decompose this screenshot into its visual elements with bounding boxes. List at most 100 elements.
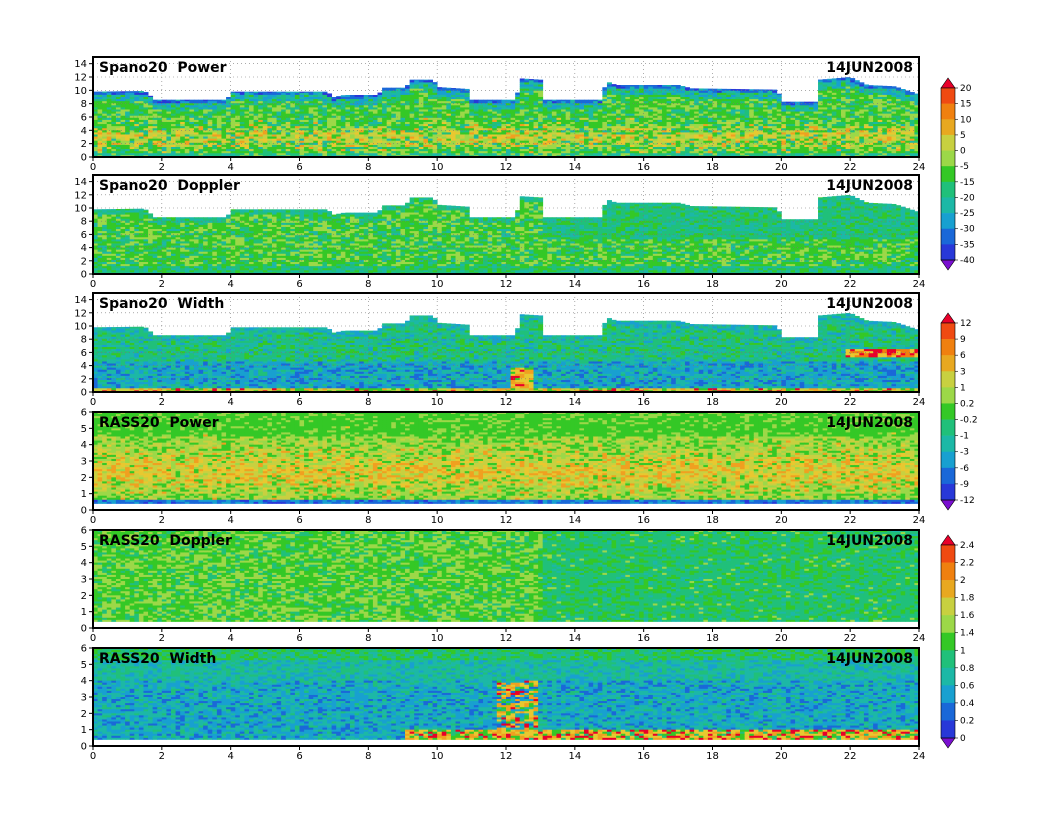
colorbar-label: 2.2 — [960, 559, 974, 569]
y-tick-label: 6 — [81, 348, 87, 359]
colorbar-label: -6 — [960, 464, 969, 474]
colorbar-swatch — [941, 119, 955, 136]
heatmap-cells — [93, 412, 919, 504]
y-tick-label: 2 — [81, 374, 87, 385]
heatmap-cells — [93, 195, 919, 274]
colorbar-swatch — [941, 562, 955, 581]
x-tick-label: 18 — [706, 751, 719, 762]
x-tick-label: 4 — [227, 751, 233, 762]
colorbar-label: 15 — [960, 100, 971, 110]
x-tick-label: 0 — [90, 515, 96, 526]
heatmap-cells — [93, 77, 919, 157]
x-tick-label: 22 — [844, 515, 857, 526]
y-tick-label: 4 — [81, 243, 87, 254]
heatmap-cells — [93, 648, 919, 740]
y-tick-label: 0 — [81, 388, 87, 399]
x-tick-label: 6 — [296, 751, 302, 762]
colorbar-label: 0 — [960, 734, 966, 744]
y-tick-label: 0 — [81, 506, 87, 517]
x-tick-label: 12 — [500, 751, 513, 762]
y-tick-label: 4 — [81, 126, 87, 137]
x-tick-label: 4 — [227, 279, 233, 290]
colorbar-label: -15 — [960, 178, 975, 188]
colorbar-label: 1.6 — [960, 611, 975, 621]
x-tick-label: 6 — [296, 633, 302, 644]
colorbar-label: 2.4 — [960, 541, 975, 551]
colorbar-swatch — [941, 403, 955, 420]
x-tick-label: 16 — [637, 162, 650, 173]
x-tick-label: 0 — [90, 279, 96, 290]
heatmap-cells — [93, 530, 919, 622]
x-tick-label: 16 — [637, 279, 650, 290]
x-tick-label: 14 — [568, 515, 581, 526]
y-tick-label: 6 — [81, 526, 87, 537]
colorbar-label: 2 — [960, 576, 966, 586]
x-tick-label: 14 — [568, 751, 581, 762]
x-tick-label: 6 — [296, 162, 302, 173]
y-tick-label: 12 — [74, 190, 87, 201]
x-tick-label: 10 — [431, 162, 444, 173]
colorbar-swatch — [941, 244, 955, 261]
x-tick-label: 6 — [296, 279, 302, 290]
x-tick-label: 12 — [500, 162, 513, 173]
colorbar-label: 0.8 — [960, 664, 975, 674]
x-tick-label: 18 — [706, 397, 719, 408]
colorbar-label: 0.4 — [960, 699, 975, 709]
y-tick-label: 8 — [81, 335, 87, 346]
x-tick-label: 20 — [775, 397, 788, 408]
colorbar-frame — [940, 544, 956, 739]
colorbar-label: -1 — [960, 432, 969, 442]
x-tick-label: 22 — [844, 397, 857, 408]
colorbar-top-arrow — [940, 312, 956, 324]
colorbar-swatch — [941, 166, 955, 183]
x-tick-label: 14 — [568, 633, 581, 644]
colorbar-bottom-arrow — [940, 499, 956, 511]
colorbar-swatch — [941, 632, 955, 651]
panel-title: Spano20 Power — [99, 60, 227, 76]
colorbar-label: 1.8 — [960, 594, 975, 604]
colorbar-swatch — [941, 702, 955, 721]
y-tick-label: 14 — [74, 295, 87, 306]
x-tick-label: 24 — [913, 397, 926, 408]
colorbar-top-arrow — [940, 77, 956, 89]
x-tick-label: 24 — [913, 162, 926, 173]
y-tick-label: 8 — [81, 217, 87, 228]
y-tick-label: 4 — [81, 676, 87, 687]
colorbar-swatch — [941, 419, 955, 436]
colorbar-swatch — [941, 451, 955, 469]
rass-width-colorbar: 2.4 2.2 2 1.8 1.6 1.4 1 0.8 0.6 0.4 0.2 0 — [940, 534, 975, 749]
y-tick-label: 5 — [81, 660, 87, 671]
colorbar-swatch — [941, 88, 955, 104]
x-tick-label: 14 — [568, 162, 581, 173]
x-tick-label: 0 — [90, 633, 96, 644]
colorbar-label: 0.2 — [960, 399, 974, 409]
x-tick-label: 2 — [159, 515, 165, 526]
colorbar-swatch — [941, 467, 955, 485]
colorbar-label: -9 — [960, 480, 969, 490]
y-tick-label: 1 — [81, 607, 87, 618]
date-label: 14JUN2008 — [826, 533, 913, 549]
heatmap-cells — [93, 313, 919, 392]
colorbar-label: 6 — [960, 351, 966, 361]
x-tick-label: 22 — [844, 162, 857, 173]
date-label: 14JUN2008 — [826, 296, 913, 312]
colorbar-label: -12 — [960, 496, 975, 506]
x-tick-label: 12 — [500, 515, 513, 526]
colorbar-swatch — [941, 355, 955, 372]
x-tick-label: 16 — [637, 515, 650, 526]
colorbar-label: 0.2 — [960, 716, 974, 726]
y-tick-label: 6 — [81, 644, 87, 655]
colorbar-label: -0.2 — [960, 416, 978, 426]
x-tick-label: 22 — [844, 279, 857, 290]
x-tick-label: 14 — [568, 279, 581, 290]
y-tick-label: 2 — [81, 591, 87, 602]
colorbar-swatch — [941, 181, 955, 198]
x-tick-label: 12 — [500, 633, 513, 644]
colorbar-swatch — [941, 228, 955, 245]
colorbar-swatch — [941, 213, 955, 230]
